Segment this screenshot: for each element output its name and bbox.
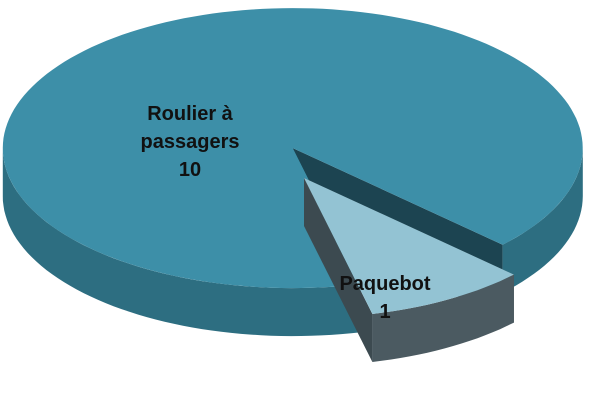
- value-label: 1: [379, 301, 391, 323]
- slice-side: [2, 148, 362, 337]
- category-label: Roulier à passagers: [140, 103, 240, 153]
- slice: [2, 8, 583, 289]
- category-label: Paquebot: [339, 273, 431, 295]
- slice-label: Paquebot 1: [320, 270, 450, 326]
- slice-side: [502, 148, 583, 293]
- slice-cut-face: [304, 178, 373, 362]
- slice: [304, 178, 514, 314]
- value-label: 10: [178, 159, 202, 181]
- slice-side: [372, 274, 514, 362]
- slice-label: Roulier à passagers 10: [120, 100, 260, 184]
